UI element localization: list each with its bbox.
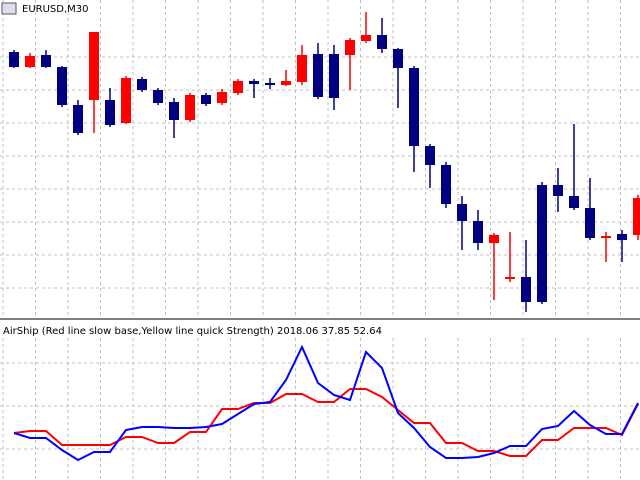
candle-body — [601, 236, 611, 238]
candle-body — [201, 95, 211, 104]
symbol-title: EURUSD,M30 — [22, 4, 88, 15]
candle-body — [521, 277, 531, 302]
candle-body — [313, 54, 323, 97]
candle-body — [345, 40, 355, 55]
candle-body — [281, 81, 291, 85]
candle-body — [137, 79, 147, 90]
candle-body — [41, 55, 51, 67]
candle-body — [297, 55, 307, 82]
candle-body — [233, 81, 243, 93]
candle-body — [425, 146, 435, 165]
candle-body — [441, 165, 451, 204]
candle-body — [473, 221, 483, 243]
candle-body — [185, 95, 195, 120]
candle-body — [393, 49, 403, 68]
indicator-line — [13, 344, 639, 462]
candle-body — [105, 100, 115, 125]
candle-body — [585, 208, 595, 238]
candle-body — [153, 90, 163, 103]
candle-body — [249, 81, 259, 84]
candle-body — [25, 56, 35, 67]
candle-body — [633, 198, 640, 235]
candle-body — [89, 32, 99, 100]
candle-body — [569, 196, 579, 208]
candle-body — [73, 105, 83, 133]
candle-body — [121, 78, 131, 123]
candle-body — [265, 83, 275, 85]
candle-body — [169, 102, 179, 120]
candle-body — [377, 35, 387, 49]
candle-body — [505, 277, 515, 279]
candle-body — [57, 67, 67, 105]
candle-body — [489, 235, 499, 243]
candle-body — [537, 185, 547, 302]
indicator-title: AirShip (Red line slow base,Yellow line … — [3, 326, 382, 337]
candle-body — [217, 92, 227, 103]
candle-body — [409, 68, 419, 146]
candle-body — [361, 35, 371, 41]
symbol-icon — [1, 2, 17, 15]
candle-body — [553, 185, 563, 196]
candle-body — [329, 54, 339, 98]
candle-body — [617, 234, 627, 240]
candle-body — [9, 52, 19, 67]
candle-body — [457, 204, 467, 221]
